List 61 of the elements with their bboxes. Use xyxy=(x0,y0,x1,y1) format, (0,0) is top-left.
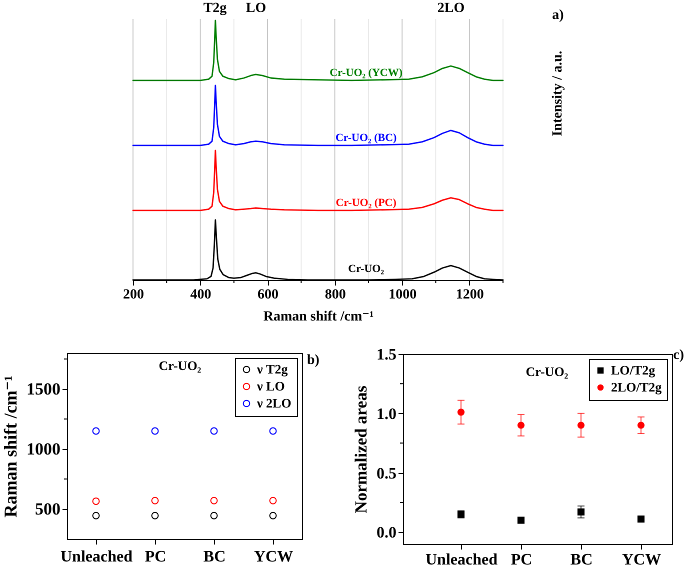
point xyxy=(151,496,159,504)
point xyxy=(637,516,645,523)
text: T2g xyxy=(203,1,227,16)
y-tick-label: 1500 xyxy=(26,380,60,398)
point xyxy=(269,427,277,435)
point xyxy=(269,496,277,504)
point xyxy=(269,512,277,520)
x-tick-label: 800 xyxy=(324,288,346,302)
point xyxy=(210,512,218,520)
y-tick-label: 1.5 xyxy=(376,346,396,364)
annotation: Cr-UO₂ xyxy=(158,358,202,373)
x-tick-label: 400 xyxy=(190,288,212,302)
x-tick-label: 1200 xyxy=(456,288,484,302)
x-tick-label: YCW xyxy=(622,552,662,568)
point xyxy=(210,427,218,435)
legend-label: ν 2LO xyxy=(256,396,292,410)
point xyxy=(637,422,645,429)
x-tick-label: 1000 xyxy=(388,288,417,302)
point xyxy=(457,408,465,416)
legend-label: 2LO/T2g xyxy=(611,380,662,394)
point xyxy=(577,508,585,516)
point xyxy=(210,496,218,504)
x-tick-label: Unleached xyxy=(60,548,133,566)
x-tick-label: 600 xyxy=(258,288,279,302)
text: LO xyxy=(246,1,266,16)
x-tick-label: BC xyxy=(570,552,593,568)
point xyxy=(92,497,100,505)
point xyxy=(517,516,525,524)
y-tick-label: 1000 xyxy=(26,440,60,458)
y-tick-label: 500 xyxy=(35,500,60,518)
point xyxy=(517,422,525,429)
y-axis-title: Raman shift /cm⁻¹ xyxy=(0,376,20,518)
legend-label: LO/T2g xyxy=(611,362,656,378)
series-label: Cr-UO₂ (YCW) xyxy=(330,67,403,79)
legend-label: ν T2g xyxy=(256,362,288,376)
y-axis-title: Normalized areas xyxy=(352,385,370,514)
point xyxy=(577,422,585,429)
series-label: Cr-UO₂ (BC) xyxy=(335,132,398,144)
text: c) xyxy=(673,348,684,363)
series-label: Cr-UO₂ (PC) xyxy=(336,197,397,209)
x-axis-title: Raman shift /cm⁻¹ xyxy=(263,310,374,324)
legend-label: ν LO xyxy=(256,378,285,394)
y-tick-label: 0.0 xyxy=(376,524,396,542)
x-tick-label: PC xyxy=(144,548,166,566)
text: 2LO xyxy=(437,1,465,16)
y-axis-title: Intensity / a.u. xyxy=(550,50,566,136)
text: b) xyxy=(307,353,320,368)
x-tick-label: 200 xyxy=(123,288,144,302)
annotation: Cr-UO₂ xyxy=(526,364,568,379)
point xyxy=(151,427,159,435)
x-tick-label: PC xyxy=(510,552,532,568)
series-label: Cr-UO₂ xyxy=(348,263,385,275)
x-tick-label: YCW xyxy=(254,548,294,566)
point xyxy=(151,512,159,520)
x-tick-label: Unleached xyxy=(426,552,498,568)
point xyxy=(92,512,100,520)
text: a) xyxy=(552,8,564,23)
point xyxy=(92,427,100,435)
x-tick-label: BC xyxy=(203,548,226,566)
y-tick-label: 0.5 xyxy=(376,465,396,482)
y-tick-label: 1.0 xyxy=(376,406,396,423)
